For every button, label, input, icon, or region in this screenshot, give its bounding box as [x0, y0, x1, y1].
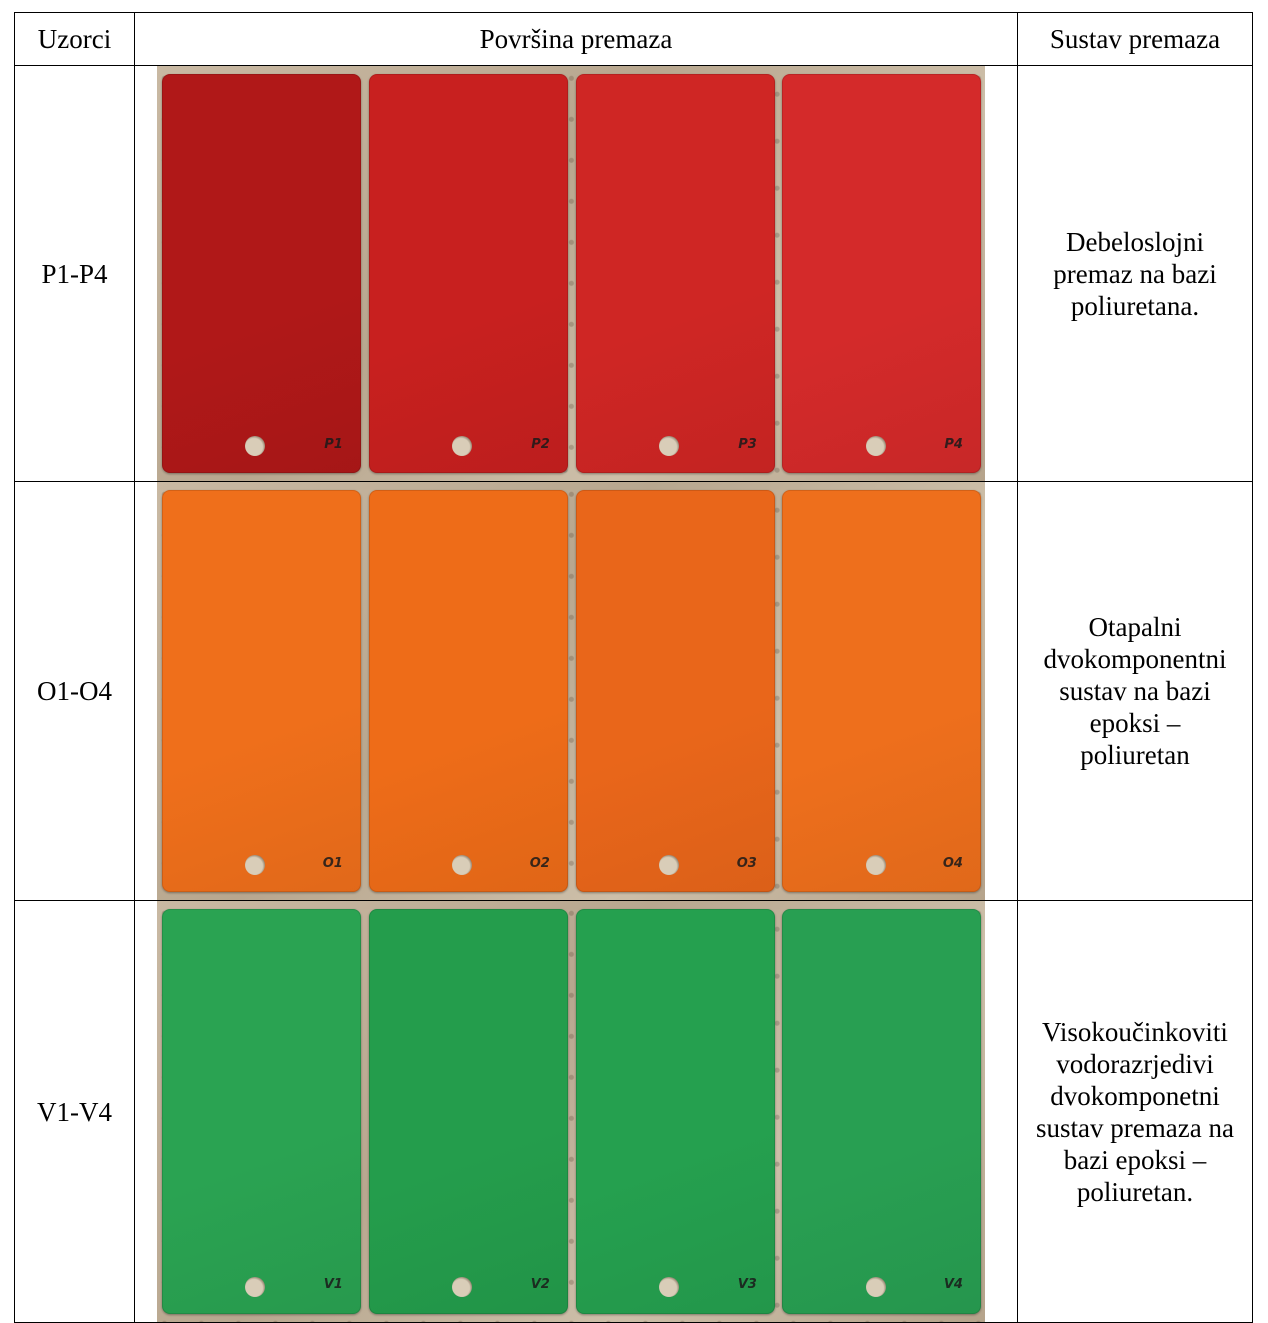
coated-panel: V1: [161, 909, 361, 1314]
system-line: Otapalni: [1088, 612, 1182, 642]
system-line: vodorazrjedivi: [1056, 1048, 1214, 1079]
system-description: Otapalni dvokomponentni sustav na bazi e…: [1017, 481, 1253, 901]
coated-panel: P1: [161, 74, 361, 473]
panel-hole: [452, 854, 473, 875]
panel-hole: [865, 1276, 886, 1297]
system-description: Visokoučinkoviti vodorazrjedivi dvokompo…: [1017, 900, 1253, 1323]
panel-hole: [659, 854, 680, 875]
system-line: dvokomponetni: [1050, 1080, 1220, 1111]
panel-hole: [452, 1276, 473, 1297]
coatings-table: Uzorci Površina premaza Sustav premaza P…: [14, 12, 1253, 1323]
panel-mark: P4: [944, 436, 963, 452]
panel-mark: O2: [529, 855, 550, 871]
coated-panel: P4: [782, 74, 981, 473]
panels-photo: V1 V2 V3 V4: [157, 901, 985, 1322]
table-row: V1-V4 V1 V2 V3 V4 Visokoučinkoviti vodor…: [14, 900, 1253, 1323]
system-line: sustav premaza na: [1036, 1112, 1234, 1143]
system-line: Visokoučinkoviti: [1042, 1016, 1228, 1047]
panel-mark: V4: [943, 1277, 963, 1293]
system-description: Debeloslojni premaz na bazi poliuretana.: [1017, 65, 1253, 482]
panel-mark: V3: [737, 1277, 757, 1293]
coated-panel: V2: [368, 909, 568, 1314]
surface-photo-cell: V1 V2 V3 V4: [134, 900, 1018, 1323]
panel-mark: P2: [531, 436, 550, 452]
header-system: Sustav premaza: [1017, 12, 1253, 66]
system-line: bazi epoksi –: [1063, 1144, 1207, 1175]
header-samples: Uzorci: [14, 12, 135, 66]
surface-photo-cell: P1 P2 P3 P4: [134, 65, 1018, 482]
system-line: epoksi –: [1089, 708, 1181, 738]
panel-hole: [245, 1276, 266, 1297]
table-row: O1-O4 O1 O2 O3 O4 Otapalni dvokomponentn…: [14, 481, 1253, 901]
panel-hole: [659, 435, 680, 456]
coated-panel: V4: [782, 909, 981, 1314]
header-surface: Površina premaza: [134, 12, 1018, 66]
coated-panel: O3: [575, 490, 775, 892]
table-row: P1-P4 P1 P2 P3 P4 Debeloslojni premaz na…: [14, 65, 1253, 482]
sample-id: P1-P4: [14, 65, 135, 482]
panel-hole: [865, 854, 886, 875]
coated-panel: O2: [368, 490, 568, 892]
panel-hole: [452, 435, 473, 456]
panels-photo: O1 O2 O3 O4: [157, 482, 985, 900]
coated-panel: P2: [368, 74, 568, 473]
coated-panel: P3: [575, 74, 775, 473]
panel-hole: [865, 435, 886, 456]
sample-id: O1-O4: [14, 481, 135, 901]
panels-photo: P1 P2 P3 P4: [157, 66, 985, 481]
system-text: Visokoučinkoviti vodorazrjedivi dvokompo…: [1032, 1016, 1238, 1208]
system-line: poliuretana.: [1070, 290, 1200, 321]
panel-hole: [245, 854, 266, 875]
panel-mark: O3: [736, 855, 757, 871]
panel-mark: V2: [530, 1277, 550, 1293]
system-line: poliuretan: [1080, 740, 1190, 770]
panel-hole: [245, 435, 266, 456]
panel-mark: P3: [738, 436, 757, 452]
coated-panel: V3: [575, 909, 775, 1314]
surface-photo-cell: O1 O2 O3 O4: [134, 481, 1018, 901]
system-text: Otapalni dvokomponentni sustav na bazi e…: [1040, 611, 1231, 771]
system-text: Debeloslojni premaz na bazi poliuretana.: [1049, 226, 1220, 322]
sample-id: V1-V4: [14, 900, 135, 1323]
panel-mark: O1: [322, 855, 343, 871]
system-line: premaz na bazi: [1053, 258, 1217, 289]
header-row: Uzorci Površina premaza Sustav premaza: [14, 12, 1253, 66]
system-line: poliuretan.: [1076, 1176, 1194, 1207]
panel-mark: V1: [323, 1277, 343, 1293]
panel-mark: O4: [942, 855, 963, 871]
system-line: dvokomponentni: [1043, 644, 1227, 674]
system-line: Debeloslojni: [1066, 226, 1204, 257]
panel-hole: [659, 1276, 680, 1297]
coated-panel: O1: [161, 490, 361, 892]
system-line: sustav na bazi: [1059, 676, 1211, 706]
panel-mark: P1: [324, 436, 343, 452]
coated-panel: O4: [782, 490, 981, 892]
